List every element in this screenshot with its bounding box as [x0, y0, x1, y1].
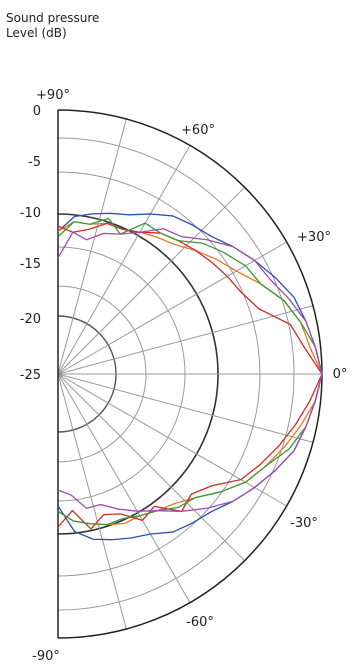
angle-tick-label: -30° — [290, 516, 318, 531]
grid-spoke — [57, 186, 246, 375]
grid-spoke — [57, 118, 127, 375]
angle-tick-label: +30° — [297, 230, 331, 245]
tick-labels: 0 -5 -10 -15 -20 -25 +90° +60° +30° 0° -30° -60° -90… — [20, 88, 348, 664]
series-line-3 — [57, 222, 323, 530]
polar-grid — [57, 109, 323, 639]
series-line-2 — [57, 221, 323, 526]
grid-spoke — [57, 241, 287, 375]
radial-tick-label: -20 — [20, 312, 41, 327]
grid-spoke — [57, 373, 314, 443]
series-group — [57, 212, 323, 541]
radial-tick-label: -25 — [20, 368, 41, 383]
series-line-1 — [57, 212, 323, 541]
chart-title-line-1: Sound pressure — [6, 11, 99, 25]
grid-spoke — [57, 373, 191, 603]
grid-spoke — [57, 145, 191, 375]
angle-tick-label: -90° — [32, 649, 60, 664]
chart-title: Sound pressure Level (dB) — [6, 11, 99, 40]
radial-tick-label: -10 — [20, 206, 41, 221]
angle-tick-label: +90° — [36, 88, 70, 103]
radial-tick-label: 0 — [33, 104, 41, 119]
radial-tick-label: -15 — [20, 257, 41, 272]
radial-tick-label: -5 — [28, 155, 41, 170]
angle-tick-label: -60° — [186, 615, 214, 630]
chart-title-line-2: Level (dB) — [6, 26, 67, 40]
grid-spoke — [57, 373, 246, 562]
series-line-5 — [57, 228, 323, 512]
angle-tick-label: +60° — [181, 123, 215, 138]
angle-tick-label: 0° — [333, 367, 348, 382]
series-line-4 — [57, 217, 323, 526]
grid-spoke — [57, 305, 314, 375]
grid-spoke — [57, 373, 287, 507]
grid-spoke — [57, 373, 127, 630]
